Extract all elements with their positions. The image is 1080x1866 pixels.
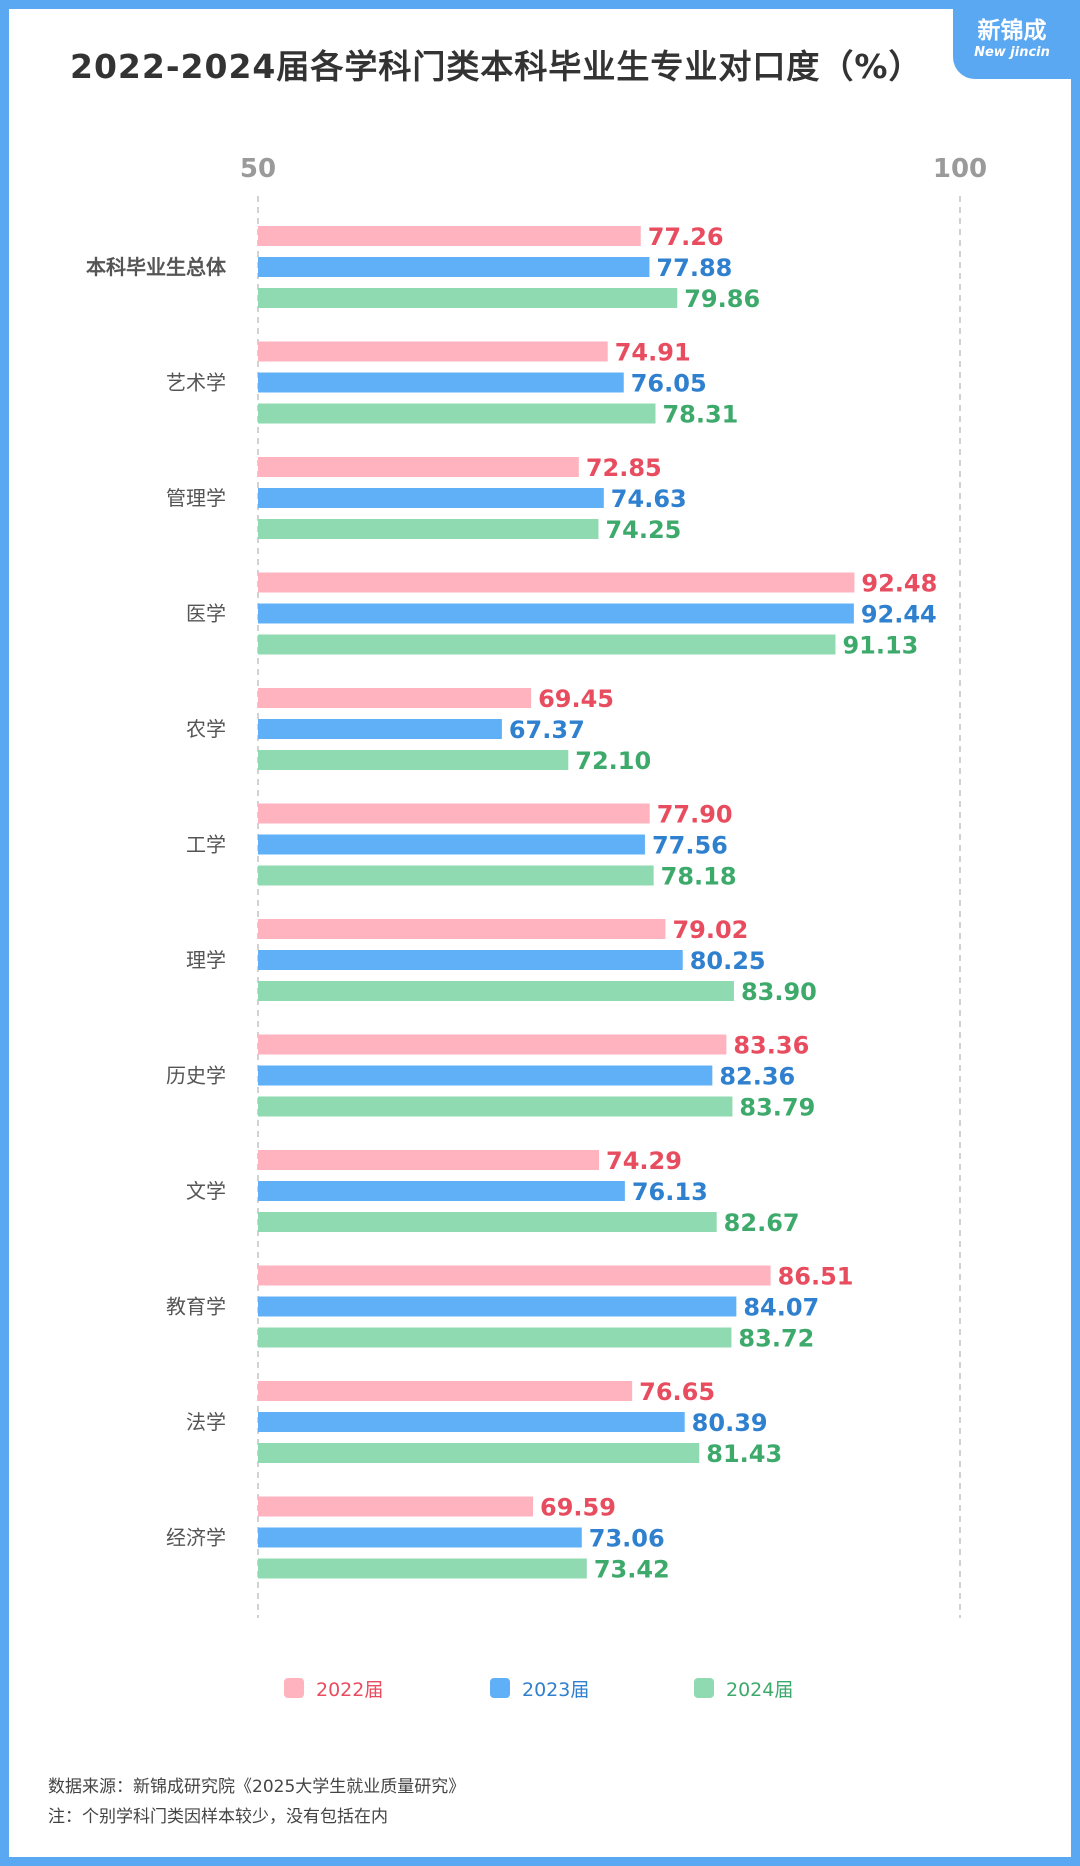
category-label: 教育学 [166,1295,226,1319]
data-label: 91.13 [842,632,918,660]
legend-label: 2022届 [316,1679,383,1701]
axis-tick-label: 50 [240,154,276,184]
bar [258,403,656,424]
data-label: 80.39 [692,1409,768,1437]
data-label: 74.63 [611,485,687,513]
axis-tick-label: 100 [933,154,987,184]
data-label: 69.59 [540,1494,616,1522]
data-label: 74.29 [606,1147,682,1175]
bar [258,1065,713,1086]
category-label: 管理学 [166,486,226,510]
bar [258,488,604,508]
bar [258,919,666,939]
legend-label: 2024届 [726,1679,793,1701]
bar [258,1150,600,1170]
logo-en-text: New jincin [974,45,1050,60]
category-label: 经济学 [166,1526,226,1550]
legend-swatch [284,1678,304,1698]
data-label: 69.45 [538,685,614,713]
bar [258,950,683,970]
legend-swatch [490,1678,510,1698]
data-label: 72.85 [586,454,662,482]
bar [258,1381,633,1401]
brand-logo: 新锦成 New jincin [953,9,1071,79]
data-label: 86.51 [778,1263,854,1291]
bar [258,688,532,708]
data-label: 77.88 [656,254,732,282]
bar [258,1181,625,1201]
category-label: 艺术学 [166,371,226,395]
data-label: 73.06 [589,1525,665,1553]
bar [258,288,678,308]
data-label: 83.79 [739,1094,815,1122]
category-label: 医学 [186,602,226,626]
data-label: 76.13 [632,1178,708,1206]
category-label: 历史学 [166,1064,226,1088]
bar [258,1443,700,1463]
data-label: 74.25 [605,516,681,544]
data-label: 82.36 [719,1063,795,1091]
category-label: 本科毕业生总体 [86,255,227,279]
data-label: 67.37 [509,716,585,744]
bar [258,981,734,1001]
data-label: 76.05 [631,370,707,398]
data-label: 82.67 [724,1209,800,1237]
data-label: 77.26 [648,223,724,251]
bar [258,865,654,886]
legend-swatch [694,1678,714,1698]
bar [258,457,579,477]
legend-label: 2023届 [522,1679,589,1701]
data-label: 78.31 [662,401,738,429]
bar [258,1296,737,1317]
data-label: 80.25 [690,947,766,975]
data-label: 77.90 [657,801,733,829]
data-label: 72.10 [575,747,651,775]
category-label: 工学 [186,833,226,857]
bar [258,1412,685,1432]
data-label: 78.18 [661,863,737,891]
bar [258,1265,771,1286]
data-label: 79.02 [672,916,748,944]
sample-note: 注：个别学科门类因样本较少，没有包括在内 [48,1807,388,1827]
bar [258,603,854,624]
bar [258,1096,733,1117]
bar [258,750,569,770]
data-label: 81.43 [706,1440,782,1468]
data-label: 84.07 [743,1294,819,1322]
data-label: 92.48 [861,570,937,598]
bar [258,1496,534,1517]
data-label: 73.42 [594,1556,670,1584]
data-source-note: 数据来源：新锦成研究院《2025大学生就业质量研究》 [48,1777,466,1797]
data-label: 74.91 [615,339,691,367]
bar [258,341,608,362]
category-label: 农学 [186,717,226,741]
category-label: 法学 [186,1410,226,1434]
bar [258,1558,587,1579]
data-label: 77.56 [652,832,728,860]
category-label: 文学 [186,1179,226,1203]
data-label: 79.86 [684,285,760,313]
category-label: 理学 [186,948,226,972]
bar [258,372,624,393]
bar [258,257,650,277]
data-label: 83.72 [738,1325,814,1353]
data-label: 83.90 [741,978,817,1006]
bar [258,1034,727,1055]
bar [258,834,645,855]
bar [258,634,836,655]
data-label: 76.65 [639,1378,715,1406]
bar [258,1527,582,1548]
chart-title: 2022-2024届各学科门类本科毕业生专业对口度（%） [70,47,923,86]
bar [258,1327,732,1348]
data-label: 92.44 [861,601,937,629]
bar [258,1212,717,1232]
bar [258,803,650,824]
bar [258,572,855,593]
bar [258,226,641,246]
data-label: 83.36 [733,1032,809,1060]
bar [258,719,502,739]
logo-cn-text: 新锦成 [977,18,1047,44]
bar [258,519,599,539]
